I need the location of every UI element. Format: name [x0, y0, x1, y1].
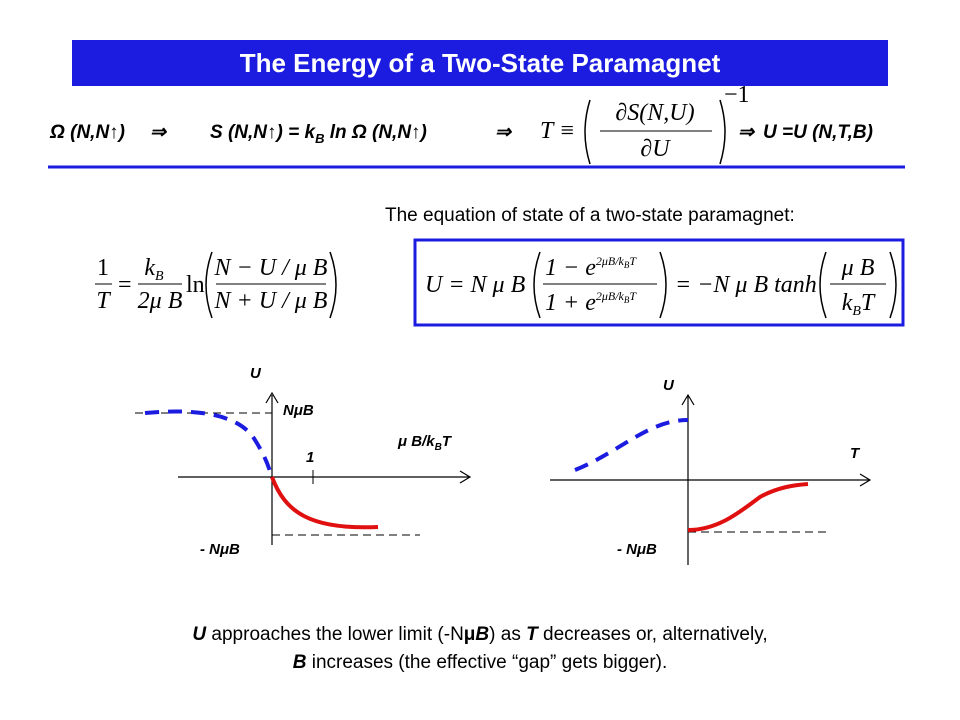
y-label: U	[663, 377, 675, 394]
arrow: ⇒	[738, 122, 755, 143]
n: 1 − e	[545, 255, 596, 281]
bottom-label: - NμB	[617, 541, 657, 558]
eq-k: kB	[144, 255, 164, 284]
curve-negative-t	[144, 409, 274, 478]
t-denominator: ∂U	[640, 136, 671, 162]
xl: μ B/k	[397, 433, 435, 450]
exp: 2μB/k	[596, 254, 625, 268]
parens	[819, 251, 897, 319]
k: k	[842, 290, 853, 316]
top-label: NμB	[283, 402, 314, 419]
temperature-lhs: T ≡	[540, 118, 575, 144]
t: ) as	[489, 624, 526, 645]
t: B	[293, 652, 307, 673]
arrow: ⇒	[150, 122, 167, 143]
eq-2mub: 2μ B	[138, 288, 183, 314]
equation-box	[413, 238, 905, 327]
arg-den: kBT	[842, 290, 876, 319]
eq-denominator: N + U / μ B	[214, 288, 328, 314]
k-sub: B	[155, 269, 164, 284]
plot-b: U NμB 1 μ B/kBT - NμB	[135, 365, 472, 558]
t: increases (the effective “gap” gets bigg…	[306, 652, 667, 673]
t-numerator: ∂S(N,U)	[615, 100, 694, 126]
plot-t: U T - NμB	[550, 377, 872, 565]
x-axis	[550, 473, 872, 487]
k-sub: B	[852, 304, 861, 319]
y-label: U	[250, 365, 262, 382]
entropy-sub: B	[315, 131, 324, 146]
conclusion-line-1: U approaches the lower limit (-NμB) as T…	[192, 624, 767, 645]
eos-caption: The equation of state of a two-state par…	[385, 205, 795, 226]
curve-positive-t	[687, 482, 809, 532]
result: U =U (N,T,B)	[763, 122, 873, 143]
k: k	[144, 255, 155, 281]
t: T	[526, 624, 539, 645]
eq-den: 1 + e2μB/kBT	[545, 289, 637, 316]
arrow: ⇒	[495, 122, 512, 143]
eq-middle: = −N μ B tanh	[675, 272, 817, 298]
t: U	[192, 624, 207, 645]
bottom-label: - NμB	[200, 541, 240, 558]
eq-t: T	[96, 288, 111, 314]
eq-lhs: U = N μ B	[425, 272, 526, 298]
energy-equation: U = N μ B 1 − e2μB/kBT 1 + e2μB/kBT = −N…	[425, 251, 897, 319]
eq-equals: =	[118, 272, 132, 298]
x-label: μ B/kBT	[397, 433, 453, 453]
eq-one: 1	[97, 255, 109, 281]
exp-end: T	[629, 289, 637, 303]
conclusion-line-2: B increases (the effective “gap” gets bi…	[293, 652, 668, 673]
eq-ln: ln	[186, 272, 205, 298]
temperature-equation: 1 T = kB 2μ B ln N − U / μ B N + U / μ B	[95, 251, 337, 319]
t: approaches the lower limit (-N	[206, 624, 464, 645]
parens	[584, 99, 726, 165]
t: decreases or, alternatively,	[538, 624, 768, 645]
arg-num: μ B	[841, 255, 875, 281]
parens	[533, 251, 667, 319]
exp-sub: B	[624, 295, 630, 305]
y-axis	[265, 391, 279, 545]
tick-label: 1	[306, 449, 314, 466]
entropy: S (N,N↑) = kB ln Ω (N,N↑)	[210, 122, 427, 146]
entropy-lhs: S (N,N↑) = k	[210, 122, 316, 143]
exp: 2μB/k	[596, 289, 625, 303]
x-axis	[178, 470, 472, 484]
eq-numerator: N − U / μ B	[214, 255, 328, 281]
curve-positive-t	[270, 476, 379, 530]
omega: Ω (N,N↑)	[49, 122, 125, 143]
t: B	[475, 624, 489, 645]
curve-negative-t	[574, 418, 689, 472]
title-bar	[72, 40, 888, 86]
entropy-rhs: ln Ω (N,N↑)	[324, 122, 426, 143]
exp-end: T	[629, 254, 637, 268]
x-label: T	[850, 445, 861, 462]
t-exponent: −1	[724, 82, 750, 108]
t: μ	[464, 624, 476, 645]
parens	[205, 251, 337, 319]
xl-sub: B	[435, 442, 442, 453]
exp-sub: B	[624, 260, 630, 270]
t: T	[861, 290, 876, 316]
title: The Energy of a Two-State Paramagnet	[240, 48, 721, 78]
xl-end: T	[442, 433, 453, 450]
d: 1 + e	[545, 290, 596, 316]
eq-num: 1 − e2μB/kBT	[545, 254, 637, 281]
